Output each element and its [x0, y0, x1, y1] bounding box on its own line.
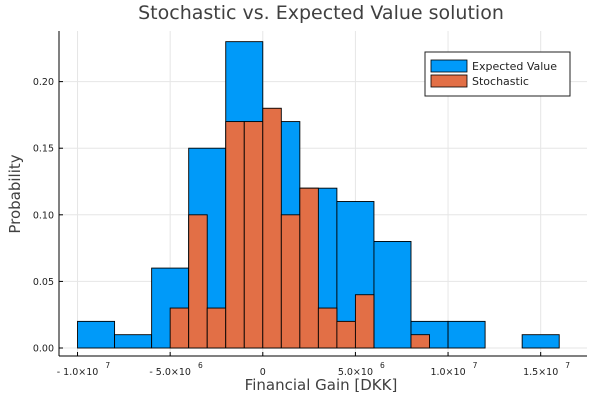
stochastic-bar [410, 334, 430, 349]
x-tick-label: 0 [260, 367, 266, 378]
stochastic-bar [169, 307, 190, 349]
y-axis-label: Probability [6, 154, 24, 233]
stochastic-bar [188, 214, 208, 349]
y-tick-label: 0.10 [33, 210, 54, 221]
legend-label-expected-value: Expected Value [472, 60, 557, 73]
legend-swatch-expected-value [430, 59, 468, 73]
x-tick-label: 5.0×10 [338, 367, 373, 378]
expected-value-bar [521, 334, 560, 349]
stochastic-bar [354, 294, 375, 349]
x-tick-exponent: 6 [380, 361, 385, 370]
tick-labels: - 1.0×10 7 - 5.0×10 6 0 5.0×10 6 1.0×10 7 1.5×10 7… [33, 77, 570, 378]
x-axis-label: Financial Gain [DKK] [245, 376, 398, 394]
x-tick-exponent: 6 [198, 361, 203, 370]
stochastic-bar [243, 121, 264, 349]
stochastic-bar [317, 307, 338, 349]
x-tick-exponent: 7 [105, 361, 110, 370]
expected-value-bar [114, 334, 153, 349]
legend: Expected Value Stochastic [424, 51, 571, 97]
stochastic-bar [299, 187, 319, 349]
x-tick-label: - 5.0×10 [149, 367, 191, 378]
y-tick-label: 0.20 [33, 77, 54, 88]
stochastic-bar [225, 121, 245, 349]
chart-title: Stochastic vs. Expected Value solution [138, 2, 504, 24]
stochastic-bar [280, 214, 301, 349]
stochastic-bar [336, 320, 356, 349]
expected-value-bar [77, 320, 116, 349]
axes [58, 31, 587, 357]
legend-label-stochastic: Stochastic [472, 75, 529, 88]
expected-value-bar [373, 241, 412, 349]
legend-swatch-stochastic [430, 74, 468, 88]
x-tick-label: 1.5×10 [523, 367, 558, 378]
stochastic-bar [262, 107, 282, 349]
series-stochastic-bars [169, 107, 430, 349]
y-tick-label: 0.05 [33, 277, 54, 288]
x-tick-label: 1.0×10 [430, 367, 465, 378]
x-tick-exponent: 7 [565, 361, 570, 370]
x-tick-label: - 1.0×10 [57, 367, 99, 378]
y-tick-label: 0.15 [33, 144, 54, 155]
expected-value-bar [447, 320, 486, 349]
legend-box [424, 51, 571, 97]
stochastic-bar [206, 307, 227, 349]
x-tick-exponent: 7 [473, 361, 478, 370]
y-tick-label: 0.00 [33, 344, 54, 355]
